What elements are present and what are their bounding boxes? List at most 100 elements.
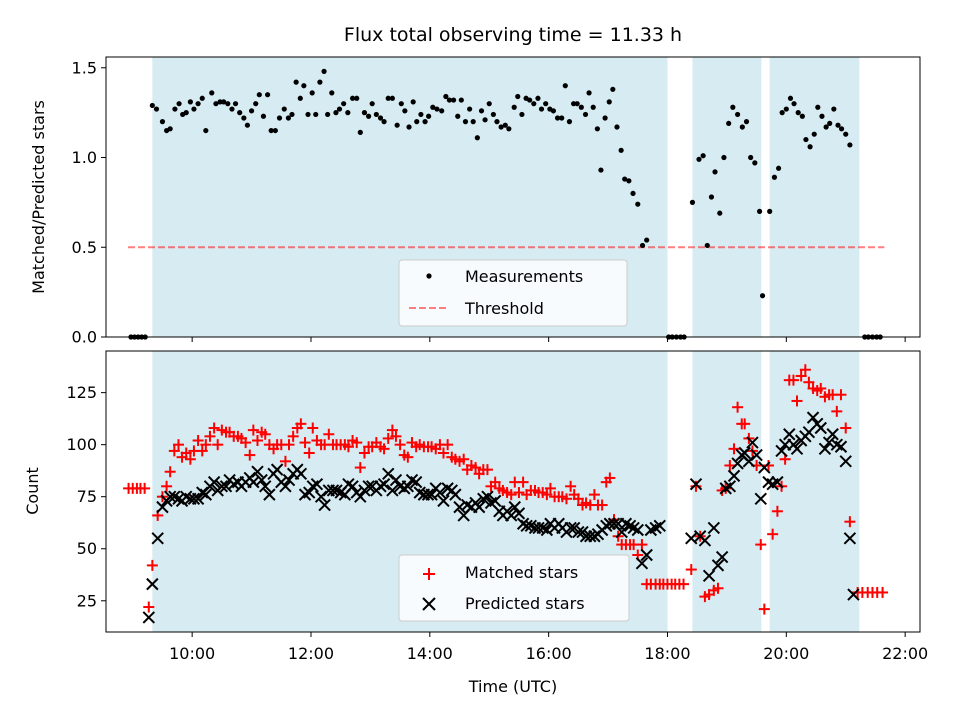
measurement-point [482, 117, 488, 123]
measurement-point [402, 108, 408, 114]
predicted-star-point [746, 436, 759, 449]
measurement-point [550, 108, 557, 114]
matched-star-point [544, 482, 556, 494]
predicted-star-point [146, 577, 159, 591]
matched-star-point [252, 435, 264, 447]
measurement-point [704, 242, 710, 249]
predicted-star-point [401, 480, 415, 493]
measurement-point [594, 126, 600, 132]
measurement-point [369, 101, 375, 107]
measurement-point [209, 90, 215, 96]
predicted-star-point [623, 519, 637, 533]
measurement-point [439, 108, 445, 114]
measurement-point [578, 104, 584, 110]
measurement-point [167, 126, 173, 132]
matched-star-point [565, 480, 577, 492]
predicted-star-point [314, 490, 328, 503]
matched-star-point [172, 439, 184, 451]
measurement-point [281, 106, 287, 112]
matched-star-point [200, 439, 212, 451]
matched-star-point [844, 516, 856, 528]
measurement-point [823, 124, 829, 130]
matched-star-point [458, 453, 470, 465]
measurement-point [349, 95, 356, 101]
measurement-point [783, 106, 789, 112]
top-y-tick-label: 0.0 [72, 328, 97, 347]
measurement-point [341, 101, 347, 107]
measurement-point [443, 93, 449, 100]
measurement-point [635, 201, 641, 207]
measurement-point [414, 119, 420, 125]
measurement-point [827, 120, 833, 127]
predicted-star-point [754, 492, 767, 505]
measurement-point [748, 154, 754, 161]
matched-star-point [712, 582, 724, 594]
measurement-point [490, 111, 496, 118]
predicted-star-point [631, 523, 644, 537]
bottom-band-1 [692, 351, 762, 632]
predicted-star-point [377, 478, 391, 491]
measurement-point [721, 154, 727, 161]
predicted-star-point [386, 484, 399, 497]
x-tick-label: 12:00 [288, 644, 334, 663]
matched-star-point [831, 405, 843, 417]
matched-star-point [724, 459, 736, 471]
measurement-point [357, 129, 363, 135]
measurement-point [217, 99, 223, 105]
measurement-point [172, 106, 178, 112]
measurement-point [566, 119, 573, 125]
measurement-point [730, 104, 736, 110]
measurement-point [366, 113, 372, 119]
matched-star-point [604, 472, 616, 484]
predicted-star-point [790, 442, 804, 456]
matched-star-point [382, 432, 394, 444]
measurement-point [538, 106, 545, 112]
matched-star-point [803, 376, 815, 388]
measurement-point [321, 68, 327, 74]
top-band-2 [769, 57, 860, 337]
measurement-point [285, 115, 292, 121]
top-legend: Measurements Threshold [398, 259, 628, 327]
measurement-point [317, 79, 323, 85]
predicted-star-point [142, 611, 155, 624]
predicted-star-point [219, 480, 233, 493]
predicted-star-point [847, 588, 860, 601]
matched-star-point [517, 476, 529, 488]
measurement-point [743, 119, 750, 125]
matched-star-point [279, 455, 291, 467]
measurement-point [434, 106, 440, 112]
matched-star-point [685, 564, 697, 576]
measurement-point [819, 113, 825, 119]
predicted-star-point [362, 480, 375, 493]
measurement-point [767, 208, 773, 214]
predicted-star-point [540, 523, 554, 537]
measurement-point [450, 97, 457, 103]
measurement-point [614, 124, 620, 130]
matched-legend-label: Matched stars [465, 563, 578, 582]
predicted-star-point [263, 488, 276, 501]
bottom-y-tick-label: 125 [66, 383, 97, 402]
matched-star-point [208, 422, 220, 434]
matched-star-point [758, 603, 770, 615]
measurement-point [511, 104, 517, 110]
predicted-star-point [758, 461, 771, 474]
predicted-star-point [806, 411, 820, 424]
measurement-point [610, 86, 616, 92]
matched-star-point [513, 487, 525, 499]
bottom-y-axis-ticks: 25 50 75 100 125 [66, 383, 106, 610]
matched-star-point [240, 437, 252, 449]
measurement-point [187, 99, 193, 105]
measurement-point [554, 115, 561, 121]
predicted-star-point [516, 517, 530, 530]
measurement-point [195, 101, 201, 107]
measurement-point [225, 101, 231, 107]
measurement-point [726, 120, 732, 127]
x-tick-label: 10:00 [169, 644, 215, 663]
measurement-point [256, 92, 262, 98]
measurement-point [498, 124, 504, 130]
measurement-point [835, 122, 841, 128]
matched-star-point [342, 441, 354, 453]
measurement-point [639, 242, 646, 249]
predicted-star-point [750, 448, 763, 462]
matched-star-point [204, 430, 216, 442]
